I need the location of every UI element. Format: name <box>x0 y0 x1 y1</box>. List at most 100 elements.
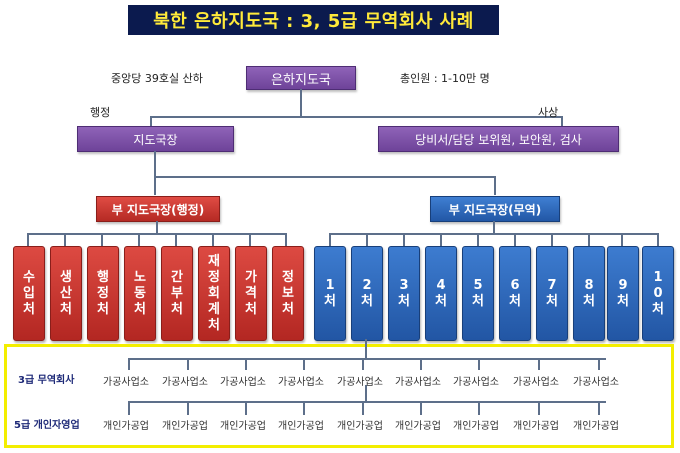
processing-plant: 가공사업소 <box>513 377 559 388</box>
dept-trade-label: 7처 <box>546 277 558 309</box>
dept-admin-label: 행정처 <box>97 269 109 317</box>
connector-line <box>128 401 130 415</box>
connector-line <box>101 233 103 246</box>
connector-line <box>300 89 302 116</box>
parent-org-note: 중앙당 39호실 산하 <box>111 72 203 85</box>
connector-line <box>366 233 368 246</box>
connector-line <box>538 401 540 415</box>
tier5-label: 5급 개인자영업 <box>14 420 80 431</box>
processing-plant: 가공사업소 <box>453 377 499 388</box>
dept-admin-label: 정보처 <box>282 269 294 317</box>
node-deputy-admin: 부 지도국장(행정) <box>96 196 220 222</box>
connector-line <box>187 358 189 370</box>
processing-plant: 가공사업소 <box>162 377 208 388</box>
connector-line <box>128 401 606 403</box>
connector-line <box>128 358 606 360</box>
connector-line <box>245 358 247 370</box>
dept-admin-bar: 수입처 <box>13 246 45 341</box>
private-business: 개인가공업 <box>453 421 499 432</box>
processing-plant: 가공사업소 <box>573 377 619 388</box>
dept-trade-label: 3처 <box>398 277 410 309</box>
connector-line <box>538 358 540 370</box>
connector-line <box>477 233 479 246</box>
connector-line <box>365 339 367 359</box>
dept-admin-label: 재정회계처 <box>208 253 220 333</box>
connector-line <box>212 233 214 246</box>
connector-line <box>245 401 247 415</box>
connector-line <box>420 358 422 370</box>
connector-line <box>154 151 156 177</box>
connector-line <box>493 221 495 234</box>
connector-line <box>249 233 251 246</box>
dept-admin-bar: 재정회계처 <box>198 246 230 341</box>
connector-line <box>64 233 66 246</box>
connector-line <box>362 358 364 370</box>
dept-trade-label: 10처 <box>652 269 664 317</box>
connector-line <box>588 233 590 246</box>
node-party-secretary: 당비서/담당 보위원, 보안원, 검사 <box>378 126 619 152</box>
connector-line <box>598 358 600 370</box>
processing-plant: 가공사업소 <box>278 377 324 388</box>
dept-admin-bar: 가격처 <box>235 246 267 341</box>
dept-trade-label: 4처 <box>435 277 447 309</box>
title-banner: 북한 은하지도국 : 3, 5급 무역회사 사례 <box>128 5 499 35</box>
connector-line <box>27 233 29 246</box>
connector-line <box>420 401 422 415</box>
processing-plant: 가공사업소 <box>337 377 383 388</box>
dept-trade-bar: 3처 <box>388 246 420 341</box>
dept-admin-bar: 정보처 <box>272 246 304 341</box>
connector-line <box>478 358 480 370</box>
connector-line <box>303 401 305 415</box>
connector-line <box>150 116 152 126</box>
connector-line <box>175 233 177 246</box>
private-business: 개인가공업 <box>162 421 208 432</box>
dept-admin-label: 노동처 <box>134 269 146 317</box>
dept-admin-bar: 노동처 <box>124 246 156 341</box>
branch-label-ideology: 사상 <box>538 106 559 119</box>
dept-trade-bar: 9처 <box>607 246 639 341</box>
connector-line <box>365 385 367 402</box>
branch-label-admin: 행정 <box>90 106 111 119</box>
connector-line <box>598 401 600 415</box>
processing-plant: 가공사업소 <box>103 377 149 388</box>
connector-line <box>156 221 158 234</box>
connector-line <box>621 233 623 246</box>
dept-trade-label: 9처 <box>617 277 629 309</box>
dept-admin-label: 생산처 <box>60 269 72 317</box>
private-business: 개인가공업 <box>103 421 149 432</box>
connector-line <box>494 176 496 195</box>
connector-line <box>303 358 305 370</box>
dept-trade-label: 6처 <box>509 277 521 309</box>
dept-trade-label: 1처 <box>324 277 336 309</box>
connector-line <box>478 401 480 415</box>
dept-trade-bar: 10처 <box>642 246 674 341</box>
processing-plant: 가공사업소 <box>220 377 266 388</box>
processing-plant: 가공사업소 <box>395 377 441 388</box>
dept-admin-bar: 간부처 <box>161 246 193 341</box>
connector-line <box>329 233 659 235</box>
private-business: 개인가공업 <box>337 421 383 432</box>
connector-line <box>27 233 286 235</box>
private-business: 개인가공업 <box>220 421 266 432</box>
total-staff-note: 총인원 : 1-10만 명 <box>400 72 490 85</box>
dept-trade-bar: 8처 <box>573 246 605 341</box>
dept-admin-bar: 행정처 <box>87 246 119 341</box>
dept-trade-bar: 5처 <box>462 246 494 341</box>
connector-line <box>187 401 189 415</box>
dept-trade-bar: 6처 <box>499 246 531 341</box>
connector-line <box>514 233 516 246</box>
connector-line <box>403 233 405 246</box>
private-business: 개인가공업 <box>395 421 441 432</box>
dept-trade-bar: 7처 <box>536 246 568 341</box>
connector-line <box>551 233 553 246</box>
connector-line <box>561 116 563 126</box>
private-business: 개인가공업 <box>573 421 619 432</box>
dept-admin-label: 가격처 <box>245 269 257 317</box>
node-eunha-bureau: 은하지도국 <box>246 66 356 90</box>
dept-trade-label: 8처 <box>583 277 595 309</box>
dept-trade-bar: 1처 <box>314 246 346 341</box>
dept-trade-label: 2처 <box>361 277 373 309</box>
private-business: 개인가공업 <box>513 421 559 432</box>
dept-trade-bar: 2처 <box>351 246 383 341</box>
connector-line <box>138 233 140 246</box>
